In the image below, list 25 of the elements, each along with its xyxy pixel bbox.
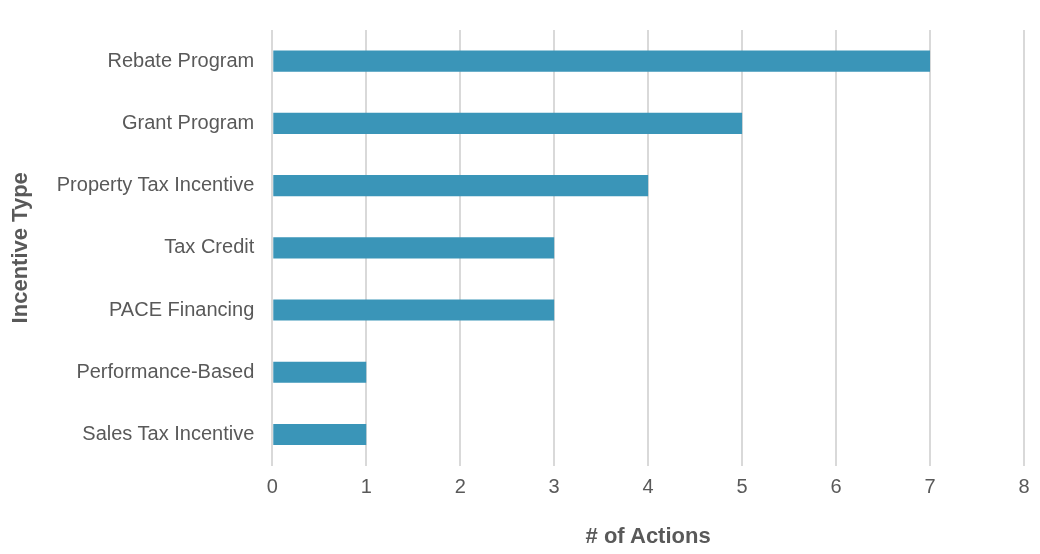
x-axis-title: # of Actions (585, 522, 711, 548)
y-tick-label: Property Tax Incentive (56, 173, 255, 196)
x-tick-label: 0 (266, 475, 278, 498)
x-tick-label: 3 (548, 475, 560, 498)
y-axis-title: Incentive Type (7, 172, 33, 324)
bar (273, 50, 931, 72)
bar (273, 423, 367, 446)
x-tick-label: 7 (924, 475, 936, 498)
x-tick-label: 6 (830, 475, 842, 498)
y-tick-label: Performance-Based (76, 359, 255, 382)
x-tick-label: 1 (360, 475, 372, 498)
y-tick-label: Rebate Program (107, 48, 255, 71)
y-tick-label: Grant Program (122, 110, 255, 133)
y-tick-label: Tax Credit (164, 235, 255, 258)
bar (273, 174, 649, 197)
bar (273, 361, 367, 383)
x-tick-label: 8 (1018, 475, 1030, 498)
bar (273, 299, 555, 321)
x-tick-label: 2 (454, 475, 466, 498)
y-tick-label: Sales Tax Incentive (82, 422, 255, 444)
bar (273, 237, 555, 259)
bar (273, 112, 743, 134)
x-tick-label: 5 (736, 475, 748, 498)
y-tick-label: PACE Financing (109, 297, 255, 320)
x-tick-label: 4 (642, 475, 654, 498)
